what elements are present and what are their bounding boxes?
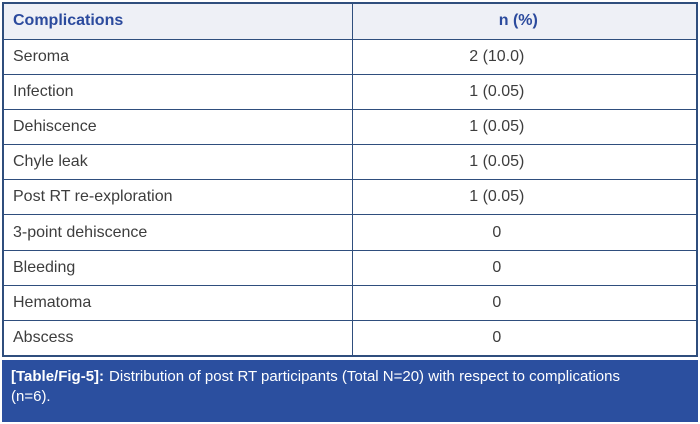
table-caption-content: [Table/Fig-5]: Distribution of post RT pa… [11, 367, 636, 407]
complication-value-cell: 0 [351, 319, 698, 357]
complications-table: Complications n (%) Seroma 2 (10.0) Infect… [2, 2, 698, 357]
table-row: Chyle leak 1 (0.05) [2, 144, 698, 181]
table-body: Seroma 2 (10.0) Infection 1 (0.05) Dehiscenc… [2, 38, 698, 357]
table-row: Abscess 0 [2, 319, 698, 357]
table-row: Bleeding 0 [2, 249, 698, 286]
complication-name-cell: Abscess [2, 319, 353, 357]
complication-value-cell: 1 (0.05) [351, 108, 698, 146]
complication-name-cell: Hematoma [2, 284, 353, 322]
table-row: Seroma 2 (10.0) [2, 38, 698, 75]
table-caption-text: Distribution of post RT participants (To… [11, 367, 620, 405]
column-header-complications: Complications [2, 2, 353, 40]
table-header: Complications n (%) [2, 2, 698, 40]
table-row: Hematoma 0 [2, 284, 698, 322]
complication-value-cell: 0 [351, 284, 698, 322]
complication-name-cell: Post RT re-exploration [2, 179, 353, 216]
complication-value-cell: 2 (10.0) [351, 38, 698, 75]
table-caption-label: [Table/Fig-5]: [11, 367, 105, 385]
table-row: Infection 1 (0.05) [2, 73, 698, 110]
table-caption: [Table/Fig-5]: Distribution of post RT pa… [2, 359, 698, 422]
complication-name-cell: 3-point dehiscence [2, 214, 353, 251]
complication-value-cell: 1 (0.05) [351, 144, 698, 181]
complication-name-cell: Chyle leak [2, 144, 353, 181]
complication-value-cell: 1 (0.05) [351, 73, 698, 110]
table-row: 3-point dehiscence 0 [2, 214, 698, 251]
table-row: Post RT re-exploration 1 (0.05) [2, 179, 698, 216]
header-row: Complications n (%) [2, 2, 698, 40]
complication-name-cell: Infection [2, 73, 353, 110]
table-row: Dehiscence 1 (0.05) [2, 108, 698, 146]
complication-name-cell: Dehiscence [2, 108, 353, 146]
complication-value-cell: 1 (0.05) [351, 179, 698, 216]
column-header-n-percent: n (%) [351, 2, 698, 40]
complication-name-cell: Bleeding [2, 249, 353, 286]
complication-value-cell: 0 [351, 214, 698, 251]
complication-name-cell: Seroma [2, 38, 353, 75]
complication-value-cell: 0 [351, 249, 698, 286]
